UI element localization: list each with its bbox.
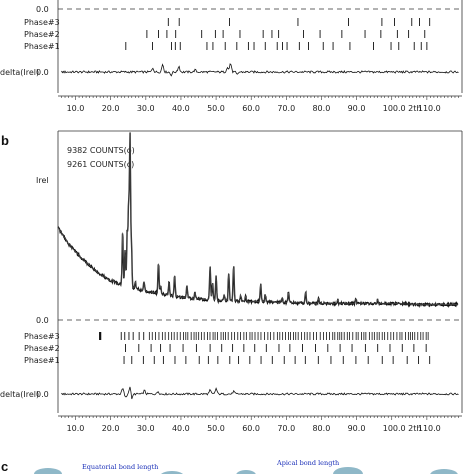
x-tick-label: 10.0	[67, 424, 85, 433]
difference-curve	[61, 63, 459, 77]
difference-zero-label: 0.0	[36, 390, 49, 399]
panel-c: c Equatorial bond length Apical bond len…	[1, 459, 458, 474]
x-tick-label: 50.0	[207, 424, 225, 433]
panel-label-c: c	[1, 459, 8, 474]
x-tick-label: 60.0	[242, 424, 260, 433]
atom-sphere	[430, 469, 458, 474]
phase-label: Phase#1	[24, 356, 60, 365]
difference-label: delta(Irel)	[0, 68, 39, 77]
x-tick-label-2th: 100.0 2th	[383, 424, 422, 433]
x-tick-label: 60.0	[242, 104, 260, 113]
calculated-pattern-curve	[57, 132, 459, 305]
phase-label: Phase#1	[24, 42, 60, 51]
x-tick-label: 80.0	[312, 104, 330, 113]
atom-sphere	[34, 468, 62, 474]
difference-zero-label: 0.0	[36, 68, 49, 77]
calculated-counts-label: 9261 COUNTS(c)	[67, 160, 134, 169]
phase-label: Phase#2	[24, 344, 60, 353]
x-tick-label: 40.0	[172, 424, 190, 433]
phase-label: Phase#3	[24, 18, 60, 27]
difference-curve	[61, 386, 459, 400]
equatorial-bond-label: Equatorial bond length	[82, 463, 158, 471]
x-tick-label: 70.0	[277, 424, 295, 433]
x-tick-label: 20.0	[102, 104, 120, 113]
observed-pattern-curve	[57, 132, 459, 309]
panel-a: 0.0Phase#3Phase#2Phase#1delta(Irel)0.010…	[0, 0, 463, 113]
x-tick-label-2th: 100.0 2th	[383, 104, 422, 113]
x-tick-label: 80.0	[312, 424, 330, 433]
atom-sphere	[236, 470, 256, 474]
panel-label-b: b	[1, 133, 9, 148]
x-tick-label: 10.0	[67, 104, 85, 113]
panel-b: Irel 9382 COUNTS(o) 9261 COUNTS(c) 0.0 Phase…	[0, 130, 463, 433]
x-tick-label: 110.0	[418, 424, 441, 433]
x-tick-label: 90.0	[348, 104, 366, 113]
phase-label: Phase#3	[24, 332, 60, 341]
atom-sphere	[333, 467, 363, 474]
y-axis-label: Irel	[36, 176, 49, 185]
x-tick-label: 90.0	[348, 424, 366, 433]
atom-sphere	[161, 471, 183, 474]
phase-label: Phase#2	[24, 30, 60, 39]
x-tick-label: 70.0	[277, 104, 295, 113]
x-tick-label: 30.0	[137, 424, 155, 433]
x-tick-label: 20.0	[102, 424, 120, 433]
x-tick-label: 50.0	[207, 104, 225, 113]
apical-bond-label: Apical bond length	[276, 459, 339, 467]
x-tick-label: 110.0	[418, 104, 441, 113]
x-tick-label: 30.0	[137, 104, 155, 113]
observed-counts-label: 9382 COUNTS(o)	[67, 146, 135, 155]
x-tick-label: 40.0	[172, 104, 190, 113]
difference-label: delta(Irel)	[0, 390, 39, 399]
zero-label: 0.0	[36, 316, 49, 325]
zero-label: 0.0	[36, 5, 49, 14]
